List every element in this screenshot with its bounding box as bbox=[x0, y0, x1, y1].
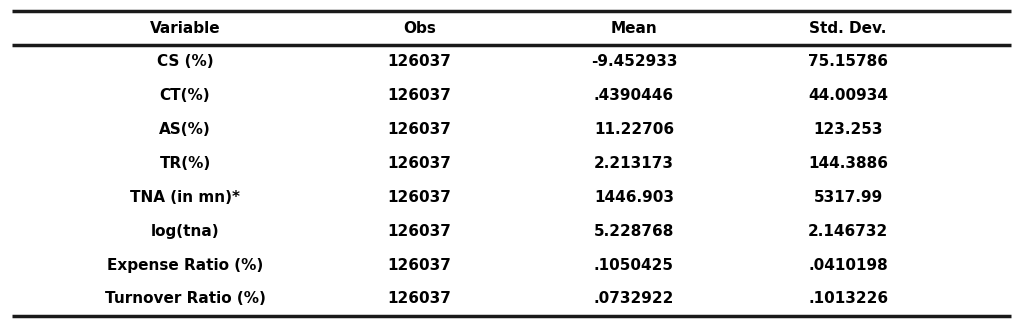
Text: 126037: 126037 bbox=[388, 190, 451, 205]
Text: 126037: 126037 bbox=[388, 156, 451, 171]
Text: .4390446: .4390446 bbox=[594, 88, 674, 103]
Text: AS(%): AS(%) bbox=[160, 122, 211, 137]
Text: 11.22706: 11.22706 bbox=[594, 122, 674, 137]
Text: 126037: 126037 bbox=[388, 291, 451, 306]
Text: .1013226: .1013226 bbox=[808, 291, 888, 306]
Text: 126037: 126037 bbox=[388, 258, 451, 273]
Text: -9.452933: -9.452933 bbox=[590, 54, 677, 69]
Text: Expense Ratio (%): Expense Ratio (%) bbox=[107, 258, 263, 273]
Text: 144.3886: 144.3886 bbox=[808, 156, 888, 171]
Text: 126037: 126037 bbox=[388, 88, 451, 103]
Text: CT(%): CT(%) bbox=[160, 88, 211, 103]
Text: Obs: Obs bbox=[403, 21, 436, 36]
Text: 2.213173: 2.213173 bbox=[594, 156, 674, 171]
Text: 126037: 126037 bbox=[388, 224, 451, 239]
Text: 44.00934: 44.00934 bbox=[808, 88, 888, 103]
Text: 5.228768: 5.228768 bbox=[593, 224, 674, 239]
Text: .0410198: .0410198 bbox=[808, 258, 888, 273]
Text: TNA (in mn)*: TNA (in mn)* bbox=[130, 190, 240, 205]
Text: 75.15786: 75.15786 bbox=[808, 54, 888, 69]
Text: log(tna): log(tna) bbox=[150, 224, 219, 239]
Text: .0732922: .0732922 bbox=[593, 291, 674, 306]
Text: Variable: Variable bbox=[149, 21, 220, 36]
Text: 1446.903: 1446.903 bbox=[594, 190, 674, 205]
Text: 5317.99: 5317.99 bbox=[813, 190, 883, 205]
Text: Mean: Mean bbox=[611, 21, 658, 36]
Text: Turnover Ratio (%): Turnover Ratio (%) bbox=[104, 291, 265, 306]
Text: Std. Dev.: Std. Dev. bbox=[809, 21, 887, 36]
Text: CS (%): CS (%) bbox=[157, 54, 214, 69]
Text: TR(%): TR(%) bbox=[160, 156, 211, 171]
Text: 126037: 126037 bbox=[388, 54, 451, 69]
Text: 123.253: 123.253 bbox=[813, 122, 883, 137]
Text: .1050425: .1050425 bbox=[594, 258, 674, 273]
Text: 126037: 126037 bbox=[388, 122, 451, 137]
Text: 2.146732: 2.146732 bbox=[808, 224, 888, 239]
